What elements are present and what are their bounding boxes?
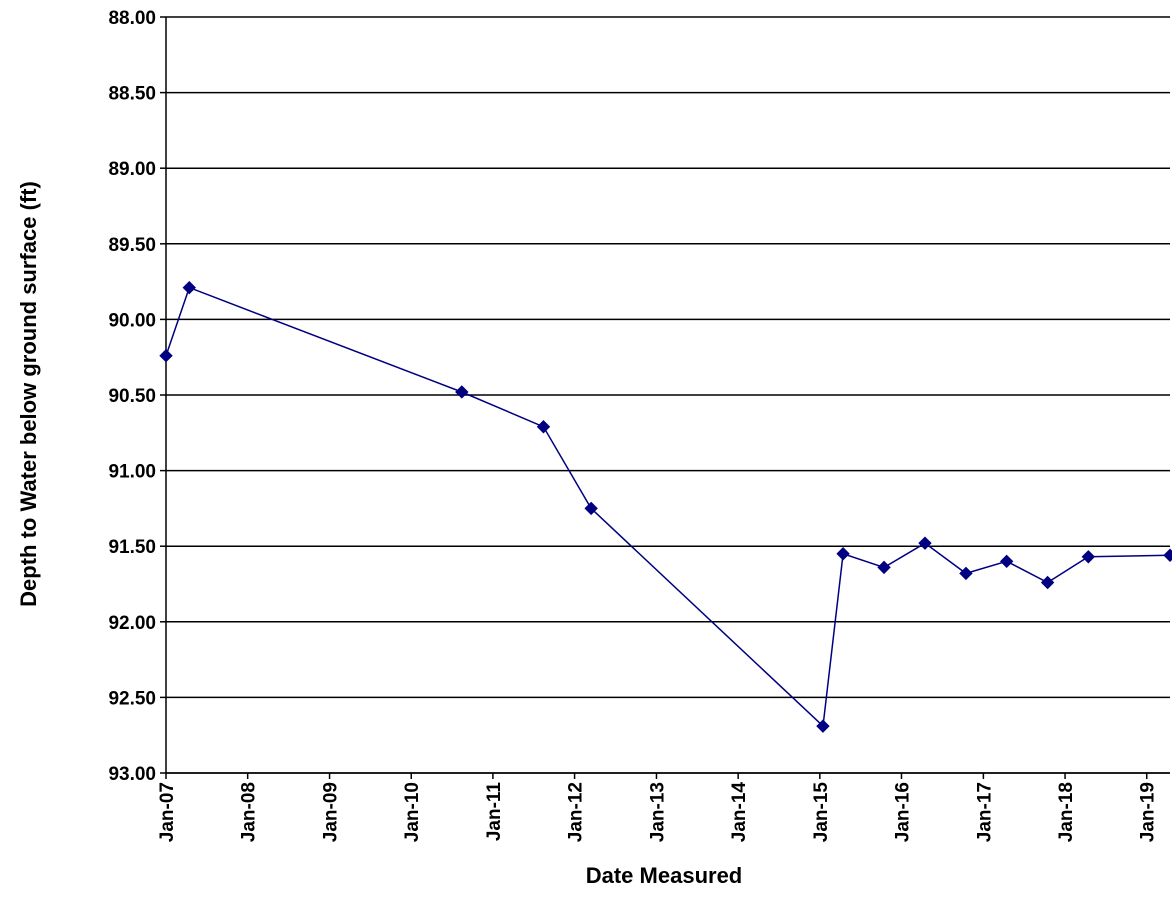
data-point-marker <box>999 554 1014 569</box>
x-tick-label: Jan-18 <box>1056 782 1077 842</box>
series-line <box>165 286 1171 728</box>
x-tick-label: Jan-17 <box>974 782 995 842</box>
y-tick-label: 91.00 <box>108 462 156 483</box>
x-tick-label: Jan-10 <box>402 782 423 842</box>
x-tick-label: Jan-08 <box>239 782 260 842</box>
data-point-marker <box>918 536 932 550</box>
x-tick-labels: Jan-07 Jan-08 Jan-09 Jan-10 Jan-11 Jan-12 Jan-… <box>157 782 1159 843</box>
data-point-marker <box>1163 548 1172 562</box>
x-tick-label: Jan-14 <box>729 782 750 843</box>
y-tick-label: 90.00 <box>108 310 156 331</box>
x-tick-label: Jan-07 <box>157 782 178 842</box>
y-tick-label: 89.50 <box>108 235 156 256</box>
data-point-marker <box>1081 550 1096 564</box>
data-point-marker <box>182 280 196 295</box>
y-tick-label: 90.50 <box>108 386 156 407</box>
x-tick-label: Jan-12 <box>566 782 587 842</box>
x-tick-label: Jan-16 <box>892 782 913 842</box>
data-point-marker <box>836 547 850 561</box>
axes <box>160 16 1170 779</box>
gridlines <box>166 16 1170 774</box>
y-tick-label: 92.50 <box>108 688 156 709</box>
x-axis-title: Date Measured <box>586 863 743 888</box>
x-tick-label: Jan-19 <box>1138 782 1159 842</box>
y-tick-label: 91.50 <box>108 537 156 558</box>
x-tick-label: Jan-13 <box>647 782 668 842</box>
data-point-marker <box>959 566 973 581</box>
y-tick-label: 89.00 <box>108 159 156 180</box>
y-axis-title: Depth to Water below ground surface (ft) <box>16 181 41 607</box>
x-tick-label: Jan-09 <box>321 782 342 842</box>
y-tick-labels: 88.00 88.50 89.00 89.50 90.00 90.50 91.00 91.50… <box>108 8 156 785</box>
data-point-marker <box>877 560 891 575</box>
data-point-marker <box>1040 575 1055 590</box>
x-tick-label: Jan-11 <box>484 782 505 842</box>
y-tick-label: 92.00 <box>108 613 156 634</box>
y-tick-label: 93.00 <box>108 764 156 785</box>
data-point-marker <box>536 420 551 434</box>
series-layer <box>165 286 1171 728</box>
data-point-marker <box>159 348 173 363</box>
data-point-marker <box>584 501 598 516</box>
data-point-marker <box>816 719 830 733</box>
data-point-marker <box>455 385 469 399</box>
y-tick-label: 88.50 <box>108 84 156 105</box>
y-tick-label: 88.00 <box>108 8 156 29</box>
marker-layer <box>159 280 1172 733</box>
x-tick-label: Jan-15 <box>811 782 832 843</box>
